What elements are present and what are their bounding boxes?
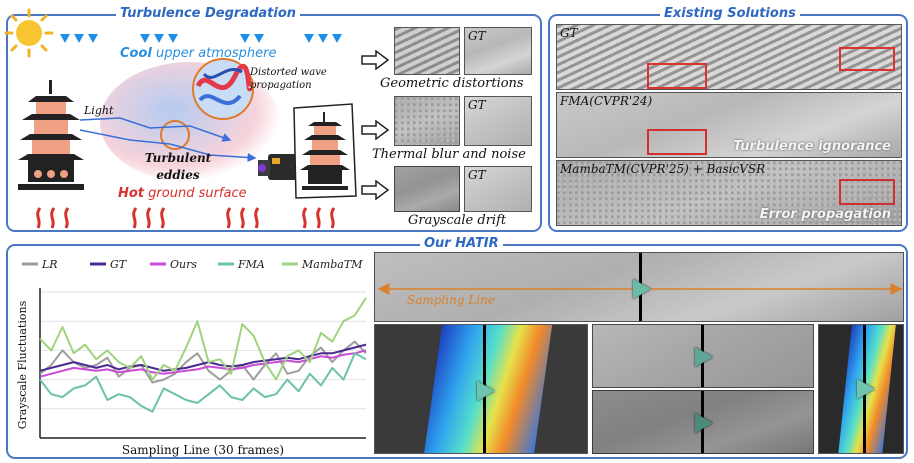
thermal-blur-gt: GT (464, 96, 532, 146)
sampling-line-label: Sampling Line (407, 293, 495, 307)
error-propagation-note: Error propagation (759, 207, 891, 222)
turbulent-eddies-label: Turbulent eddies (144, 151, 212, 182)
highlight-box (647, 63, 707, 89)
grayscale-drift-gt: GT (464, 166, 532, 212)
legend-label: LR (41, 258, 58, 271)
fma-result-image: FMA(CVPR'24) Turbulence ignorance (556, 92, 902, 158)
thermal-camera-icon (258, 154, 302, 180)
highlight-box (839, 179, 895, 205)
geometric-distortion-gt: GT (464, 27, 532, 75)
thermal-heatmap-narrow-image (818, 324, 904, 454)
thermal-blur-degraded (394, 96, 460, 146)
cool-air-markers (60, 34, 342, 43)
play-marker-icon (477, 381, 495, 401)
play-marker-icon (695, 413, 713, 433)
y-axis-label: Grayscale Fluctuations (16, 300, 29, 429)
thermal-heatmap-image (374, 324, 588, 454)
existing-solutions-title: Existing Solutions (660, 6, 800, 21)
sampling-line-image: Sampling Line (374, 252, 904, 322)
zoom-circle (160, 120, 190, 150)
distorted-wave-label: Distorted wave propagation (250, 67, 327, 91)
thermal-blur-caption: Thermal blur and noise (372, 147, 526, 162)
turbulence-degradation-title: Turbulence Degradation (116, 6, 301, 21)
airplane-image (592, 324, 814, 388)
cool-atmosphere-label: Cool upper atmosphere (120, 46, 277, 61)
grayscale-drift-caption: Grayscale drift (408, 213, 507, 228)
legend-label: FMA (237, 258, 265, 271)
sun-icon (4, 8, 54, 58)
series-line-lr (39, 340, 367, 384)
pagoda-icon (18, 80, 84, 190)
highlight-box (647, 129, 707, 155)
heat-arrows (36, 207, 336, 229)
play-marker-icon (633, 279, 651, 299)
geometric-distortions-caption: Geometric distortions (380, 76, 524, 91)
x-axis-label: Sampling Line (30 frames) (122, 443, 284, 457)
arrow-icon (361, 180, 390, 200)
distorted-wave-magnifier (192, 58, 254, 120)
series-line-mambatm (39, 297, 367, 381)
aircraft-closeup-image (592, 390, 814, 454)
gt-comparison-image: GT (556, 24, 902, 90)
mambatm-result-image: MambaTM(CVPR'25) + BasicVSR Error propag… (556, 160, 902, 226)
highlight-box (839, 47, 895, 71)
light-label: Light (84, 104, 114, 117)
grayscale-drift-degraded (394, 166, 460, 212)
arrow-icon (361, 50, 390, 70)
light-rays (80, 117, 257, 162)
legend-label: Ours (170, 258, 197, 271)
play-marker-icon (695, 347, 713, 367)
legend-label: GT (110, 258, 128, 271)
grayscale-fluctuation-chart: LR GT Ours FMA MambaTM Sampling Line (30 fram… (16, 258, 367, 457)
play-marker-icon (857, 379, 875, 399)
captured-image-icon (293, 103, 357, 199)
arrow-icon (361, 120, 390, 140)
our-hatir-title: Our HATIR (420, 236, 503, 251)
turbulence-ignorance-note: Turbulence ignorance (733, 139, 891, 154)
series-line-fma (39, 352, 367, 413)
hot-ground-label: Hot ground surface (118, 186, 247, 201)
geometric-distortion-degraded (394, 27, 460, 75)
legend-label: MambaTM (301, 258, 363, 271)
